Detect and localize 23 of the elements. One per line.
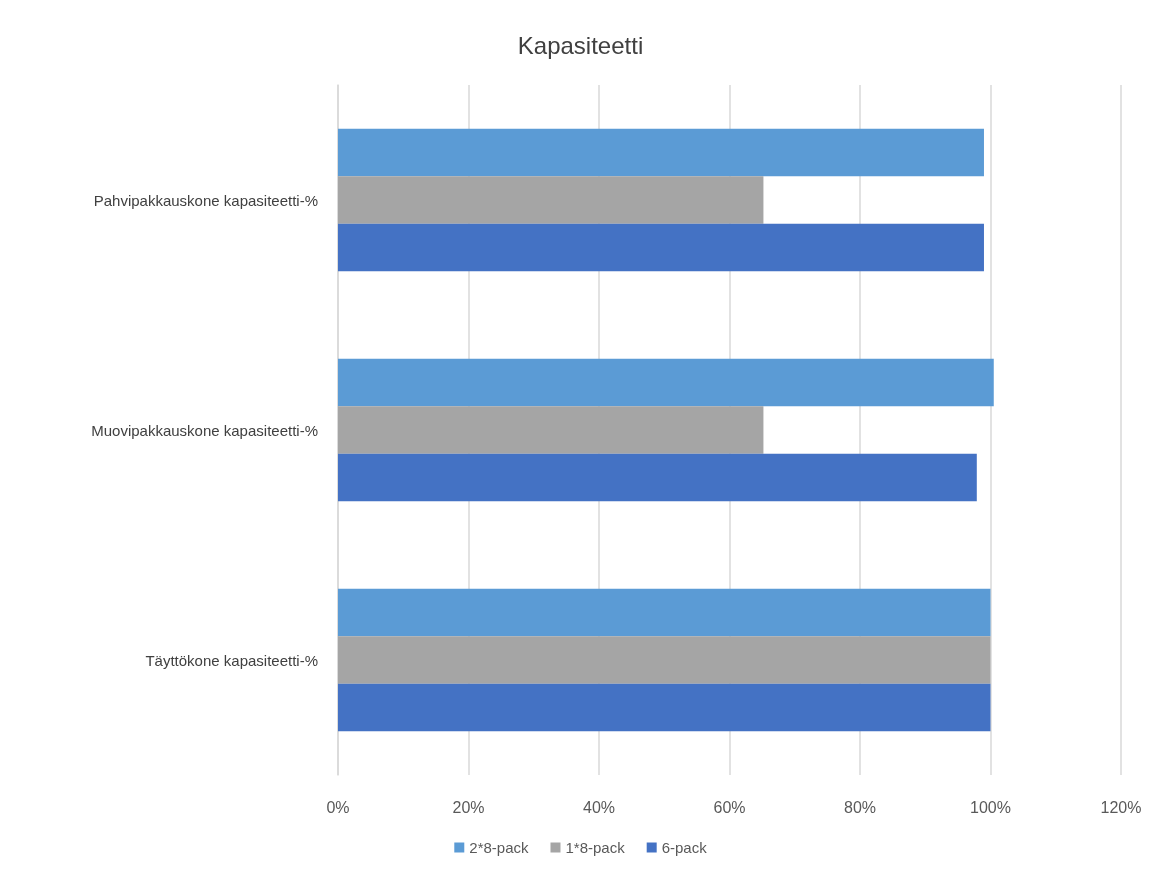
legend-label: 6-pack xyxy=(661,839,708,856)
x-tick-label: 0% xyxy=(326,798,350,816)
bar xyxy=(338,176,764,224)
bar xyxy=(338,128,984,177)
bar xyxy=(338,588,991,637)
bar xyxy=(338,683,991,732)
bar xyxy=(338,453,977,502)
y-tick-label: Pahvipakkauskone kapasiteetti-% xyxy=(93,191,318,209)
x-tick-label: 60% xyxy=(713,798,746,816)
y-tick-label: Täyttökone kapasiteetti-% xyxy=(145,651,318,669)
x-tick-label: 100% xyxy=(970,798,1011,816)
y-tick-label: Muovipakkauskone kapasiteetti-% xyxy=(91,421,318,439)
bar xyxy=(338,223,984,272)
x-tick-label: 20% xyxy=(452,798,485,816)
legend-label: 2*8-pack xyxy=(469,839,529,856)
x-tick-label: 40% xyxy=(582,798,616,816)
bar xyxy=(338,358,994,407)
legend-label: 1*8-pack xyxy=(565,839,626,856)
bar xyxy=(338,406,764,454)
bar xyxy=(338,636,991,684)
x-tick-label: 80% xyxy=(843,798,877,816)
x-tick-label: 120% xyxy=(1100,798,1142,816)
chart-title: Kapasiteetti xyxy=(517,31,644,59)
